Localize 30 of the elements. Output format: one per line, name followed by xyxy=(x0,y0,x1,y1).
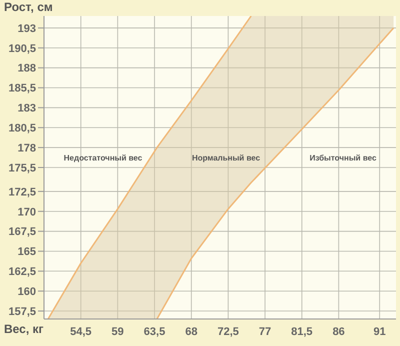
y-tick-label: 157,5 xyxy=(8,306,36,318)
y-tick-label: 193 xyxy=(18,22,36,35)
y-tick-label: 165 xyxy=(18,246,36,258)
x-tick-label: 54,5 xyxy=(70,326,92,338)
x-tick-label: 86 xyxy=(332,326,345,338)
y-tick-label: 178 xyxy=(18,142,36,154)
x-tick-label: 77 xyxy=(258,326,272,338)
y-tick-label: 170 xyxy=(18,206,36,218)
y-tick-label: 185,5 xyxy=(8,82,36,95)
y-tick-label: 167,5 xyxy=(8,226,36,238)
x-tick-label: 91 xyxy=(374,326,386,338)
annotation: Избыточный вес xyxy=(310,154,376,162)
x-tick-label: 72,5 xyxy=(217,326,239,338)
y-tick-label: 180,5 xyxy=(8,122,36,135)
annotation: Недостаточный вес xyxy=(64,154,142,162)
y-tick-label: 175,5 xyxy=(8,162,36,174)
annotation: Нормальный вес xyxy=(192,154,260,162)
line-series xyxy=(156,27,394,319)
y-tick-label: 172,5 xyxy=(8,186,36,198)
y-axis-title: Рост, см xyxy=(4,0,53,14)
y-tick-label: 183 xyxy=(18,102,36,115)
y-tick-label: 190,5 xyxy=(8,42,36,55)
x-tick-label: 81,5 xyxy=(291,326,313,338)
x-tick-label: 63,5 xyxy=(144,326,166,338)
x-tick-label: 59 xyxy=(112,326,124,338)
y-tick-label: 160 xyxy=(18,286,36,298)
y-tick-label: 162,5 xyxy=(8,266,36,278)
x-tick-label: 68 xyxy=(185,326,198,338)
y-tick-label: 188 xyxy=(18,62,36,75)
x-axis-title: Вес, кг xyxy=(4,322,44,336)
